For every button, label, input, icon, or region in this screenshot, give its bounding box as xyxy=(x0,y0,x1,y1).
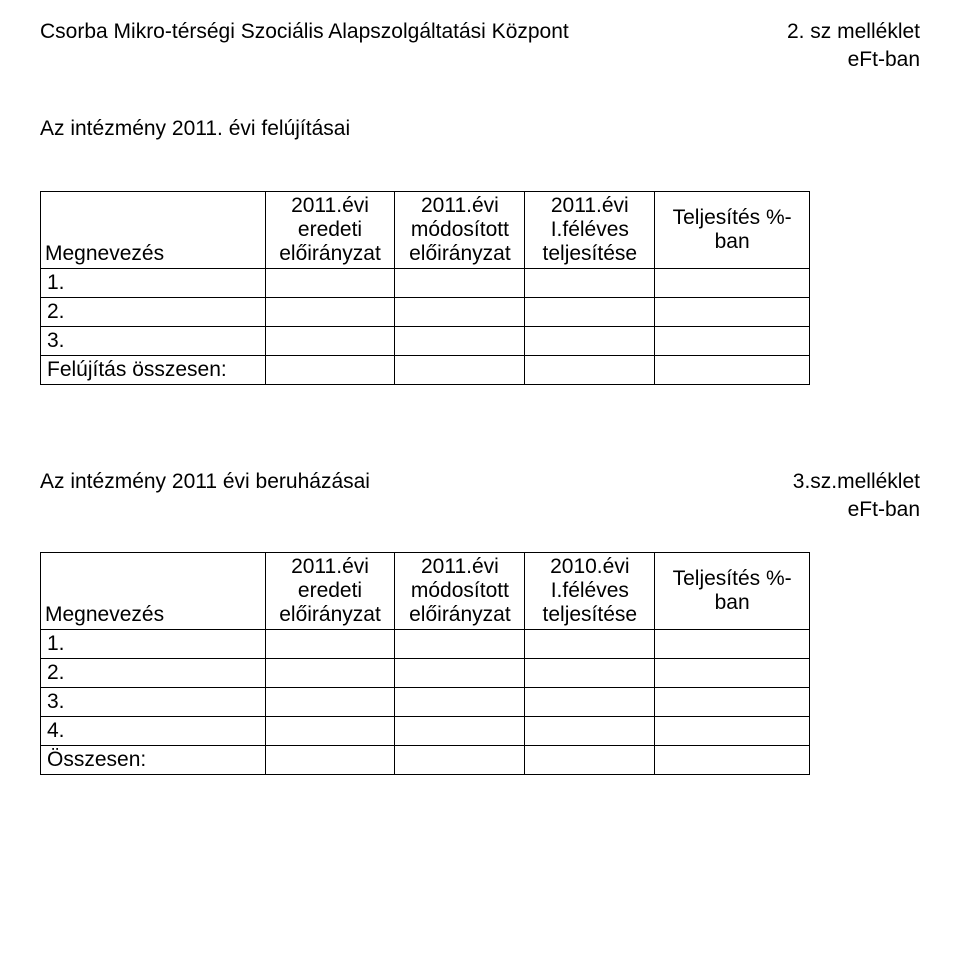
cell xyxy=(655,327,810,356)
cell xyxy=(395,327,525,356)
header-text: I.féléves xyxy=(551,579,629,602)
cell xyxy=(395,269,525,298)
cell xyxy=(525,746,655,775)
row-label: 2. xyxy=(41,298,266,327)
table-header-row: Megnevezés 2011.évi eredeti előirányzat … xyxy=(41,192,810,269)
header-text: eredeti xyxy=(298,218,362,241)
cell xyxy=(395,717,525,746)
col-teljesites: Teljesítés %- ban xyxy=(655,192,810,269)
cell xyxy=(265,298,395,327)
table-row: 2. xyxy=(41,298,810,327)
cell xyxy=(265,717,395,746)
cell xyxy=(525,688,655,717)
cell xyxy=(265,327,395,356)
row-label: 1. xyxy=(41,630,266,659)
table-row: Összesen: xyxy=(41,746,810,775)
header-text: 2010.évi xyxy=(550,555,629,578)
cell xyxy=(265,659,395,688)
cell xyxy=(525,298,655,327)
table-row: 3. xyxy=(41,688,810,717)
section2-attachment: 3.sz.melléklet xyxy=(793,470,920,494)
table-row: 3. xyxy=(41,327,810,356)
cell xyxy=(395,298,525,327)
row-label: Felújítás összesen: xyxy=(41,356,266,385)
table-row: 4. xyxy=(41,717,810,746)
section2-unit: eFt-ban xyxy=(40,498,920,522)
col-teljesites: Teljesítés %- ban xyxy=(655,553,810,630)
header-text: 2011.évi xyxy=(421,194,499,217)
header-text: előirányzat xyxy=(409,603,511,626)
cell xyxy=(395,746,525,775)
cell xyxy=(655,298,810,327)
section2-header: Az intézmény 2011 évi beruházásai 3.sz.m… xyxy=(40,470,920,494)
header-text: I.féléves xyxy=(551,218,629,241)
cell xyxy=(655,269,810,298)
cell xyxy=(395,356,525,385)
cell xyxy=(655,659,810,688)
cell xyxy=(395,659,525,688)
cell xyxy=(525,717,655,746)
table-row: 1. xyxy=(41,630,810,659)
cell xyxy=(655,688,810,717)
section1-title: Az intézmény 2011. évi felújításai xyxy=(40,117,920,141)
cell xyxy=(655,356,810,385)
header-text: eredeti xyxy=(298,579,362,602)
cell xyxy=(395,630,525,659)
header-text: teljesítése xyxy=(543,603,638,626)
page-header: Csorba Mikro-térségi Szociális Alapszolg… xyxy=(40,20,920,44)
table-header-row: Megnevezés 2011.évi eredeti előirányzat … xyxy=(41,553,810,630)
header-text: 2011.évi xyxy=(291,194,369,217)
section2-title: Az intézmény 2011 évi beruházásai xyxy=(40,470,370,494)
cell xyxy=(655,717,810,746)
header-text: módosított xyxy=(411,218,509,241)
attachment-label: 2. sz melléklet xyxy=(787,20,920,44)
cell xyxy=(395,688,525,717)
table-row: 2. xyxy=(41,659,810,688)
col-megnevezes: Megnevezés xyxy=(41,192,266,269)
row-label: 1. xyxy=(41,269,266,298)
cell xyxy=(525,269,655,298)
row-label: 3. xyxy=(41,327,266,356)
investments-table: Megnevezés 2011.évi eredeti előirányzat … xyxy=(40,552,810,775)
header-text: teljesítése xyxy=(543,242,638,265)
header-text: módosított xyxy=(411,579,509,602)
col-modositott: 2011.évi módosított előirányzat xyxy=(395,553,525,630)
cell xyxy=(655,746,810,775)
cell xyxy=(525,630,655,659)
cell xyxy=(655,630,810,659)
table-row: 1. xyxy=(41,269,810,298)
header-text: előirányzat xyxy=(279,242,381,265)
cell xyxy=(525,659,655,688)
cell xyxy=(265,630,395,659)
cell xyxy=(525,327,655,356)
col-eredeti: 2011.évi eredeti előirányzat xyxy=(265,192,395,269)
org-title: Csorba Mikro-térségi Szociális Alapszolg… xyxy=(40,20,787,44)
cell xyxy=(525,356,655,385)
row-label: 2. xyxy=(41,659,266,688)
header-text: előirányzat xyxy=(409,242,511,265)
row-label: Összesen: xyxy=(41,746,266,775)
header-text: Teljesítés %- xyxy=(673,206,792,229)
table-row: Felújítás összesen: xyxy=(41,356,810,385)
cell xyxy=(265,746,395,775)
col-eredeti: 2011.évi eredeti előirányzat xyxy=(265,553,395,630)
row-label: 4. xyxy=(41,717,266,746)
col-modositott: 2011.évi módosított előirányzat xyxy=(395,192,525,269)
header-text: előirányzat xyxy=(279,603,381,626)
col-feleves: 2010.évi I.féléves teljesítése xyxy=(525,553,655,630)
renovations-table: Megnevezés 2011.évi eredeti előirányzat … xyxy=(40,191,810,385)
header-text: 2011.évi xyxy=(421,555,499,578)
header-text: 2011.évi xyxy=(291,555,369,578)
header-text: ban xyxy=(715,591,750,614)
cell xyxy=(265,269,395,298)
col-megnevezes: Megnevezés xyxy=(41,553,266,630)
header-text: Teljesítés %- xyxy=(673,567,792,590)
header-text: 2011.évi xyxy=(551,194,629,217)
col-feleves: 2011.évi I.féléves teljesítése xyxy=(525,192,655,269)
header-text: ban xyxy=(715,230,750,253)
cell xyxy=(265,688,395,717)
cell xyxy=(265,356,395,385)
unit-label: eFt-ban xyxy=(40,48,920,72)
row-label: 3. xyxy=(41,688,266,717)
